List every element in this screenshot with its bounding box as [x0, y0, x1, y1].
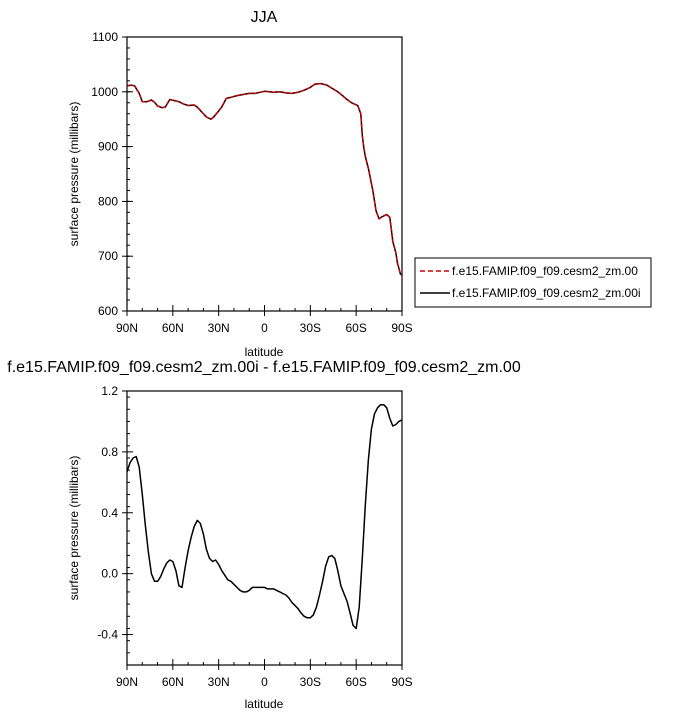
x-tick-label: 60N [162, 675, 184, 689]
y-tick-label: 0.0 [101, 567, 118, 581]
series-group [126, 403, 403, 630]
x-axis-label: latitude [245, 345, 284, 359]
tick-group: 90N 60N 30N 0 30S 60S 90S -0.4 0.0 0.4 0.8 1.2 [97, 384, 412, 689]
y-tick-label: 700 [98, 249, 118, 263]
chart-title: JJA [251, 9, 278, 26]
x-tick-label: 30S [300, 321, 321, 335]
y-tick-label: 1000 [91, 85, 118, 99]
y-tick-label: 900 [98, 140, 118, 154]
series-line-1 [126, 403, 403, 630]
x-tick-label: 90S [391, 675, 412, 689]
x-tick-label: 90N [116, 321, 138, 335]
x-tick-label: 30N [208, 675, 230, 689]
plot-frame [126, 390, 403, 666]
legend-box [414, 257, 652, 308]
y-axis-label: surface pressure (millibars) [67, 102, 81, 247]
x-tick-label: 90S [391, 321, 412, 335]
y-tick-label: 1100 [92, 30, 118, 44]
plot-frame [126, 36, 403, 312]
y-tick-label: 0.8 [101, 445, 118, 459]
legend-label-series-1: f.e15.FAMIP.f09_f09.cesm2_zm.00 [452, 264, 638, 278]
y-tick-label: -0.4 [97, 628, 118, 642]
x-tick-label: 30N [208, 321, 230, 335]
y-tick-label: 0.4 [101, 506, 118, 520]
x-tick-label: 30S [300, 675, 321, 689]
series-line-1 [126, 82, 403, 276]
y-tick-label: 1.2 [101, 384, 118, 398]
y-axis-label: surface pressure (millibars) [67, 456, 81, 601]
series-group [126, 82, 403, 276]
chart-title: f.e15.FAMIP.f09_f09.cesm2_zm.00i - f.e15… [7, 359, 521, 376]
x-tick-label: 60S [345, 675, 366, 689]
tick-group: 90N 60N 30N 0 30S 60S 90S 600 700 800 900 1000 1100 [91, 30, 412, 335]
legend-label-series-2: f.e15.FAMIP.f09_f09.cesm2_zm.00i [452, 286, 641, 300]
x-tick-label: 0 [261, 675, 268, 689]
y-tick-label: 600 [98, 304, 118, 318]
top-chart: JJA latitude surface pressure (millibars… [67, 9, 413, 359]
x-tick-label: 60N [162, 321, 184, 335]
bottom-chart: f.e15.FAMIP.f09_f09.cesm2_zm.00i - f.e15… [7, 359, 521, 711]
x-axis-label: latitude [245, 697, 284, 711]
x-tick-label: 0 [261, 321, 268, 335]
x-tick-label: 90N [116, 675, 138, 689]
y-tick-label: 800 [98, 194, 118, 208]
legend: f.e15.FAMIP.f09_f09.cesm2_zm.00 f.e15.FA… [414, 257, 652, 308]
x-tick-label: 60S [345, 321, 366, 335]
